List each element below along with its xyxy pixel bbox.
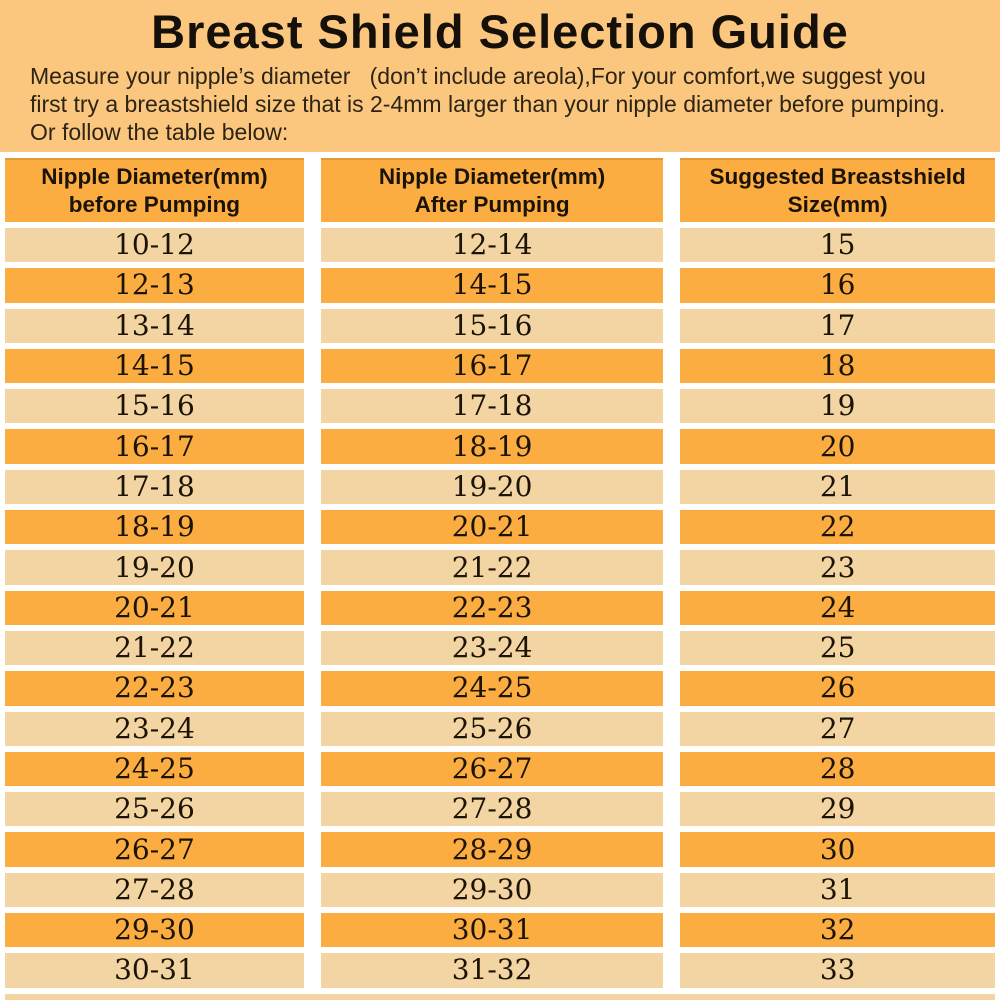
table-cell: 31-32	[320, 953, 664, 988]
table-cell: 25	[680, 630, 995, 666]
table-cell: 26-27	[5, 832, 304, 867]
column-header-before-pumping: Nipple Diameter(mm) before Pumping	[5, 158, 304, 222]
table-cell: 24-25	[5, 751, 304, 787]
table-cell: 33	[680, 953, 995, 988]
table-cell: 30	[680, 832, 995, 867]
table-cell: 15-16	[5, 389, 304, 424]
table-cell: 27-28	[5, 872, 304, 908]
column-header-after-pumping: Nipple Diameter(mm) After Pumping	[320, 158, 664, 222]
table-cell: 30-31	[320, 913, 664, 948]
table-cell: 29	[680, 792, 995, 827]
table-cell: 21	[680, 469, 995, 505]
table-cell: 28	[680, 751, 995, 787]
table-cell: 26	[680, 671, 995, 706]
table-cell: 16-17	[320, 348, 664, 384]
table-cell: 25-26	[320, 711, 664, 746]
size-table-grid: Nipple Diameter(mm) before Pumping Nippl…	[5, 158, 995, 988]
table-cell: 16-17	[5, 429, 304, 464]
table-cell: 19-20	[320, 469, 664, 505]
table-cell: 10-12	[5, 228, 304, 263]
table-cell: 18-19	[5, 510, 304, 545]
intro-text: Measure your nipple’s diameter (don’t in…	[30, 63, 946, 145]
column-header-line: Nipple Diameter(mm)	[41, 164, 268, 189]
table-cell: 31	[680, 872, 995, 908]
table-cell: 24	[680, 590, 995, 625]
table-cell: 23	[680, 550, 995, 585]
table-cell: 12-13	[5, 268, 304, 303]
table-cell: 15-16	[320, 308, 664, 343]
table-cell: 30-31	[5, 953, 304, 988]
table-cell: 27	[680, 711, 995, 746]
table-cell: 17-18	[5, 469, 304, 505]
table-cell: 17	[680, 308, 995, 343]
table-cell: 22-23	[320, 590, 664, 625]
table-cell: 22-23	[5, 671, 304, 706]
table-cell: 21-22	[320, 550, 664, 585]
page-title: Breast Shield Selection Guide	[151, 5, 849, 58]
column-header-line: before Pumping	[68, 192, 241, 217]
table-cell: 29-30	[5, 913, 304, 948]
table-cell: 23-24	[320, 630, 664, 666]
table-cell: 20-21	[320, 510, 664, 545]
table-cell: 28-29	[320, 832, 664, 867]
column-header-line: Size(mm)	[787, 192, 888, 217]
table-cell: 16	[680, 268, 995, 303]
table-cell: 17-18	[320, 389, 664, 424]
table-cell: 21-22	[5, 630, 304, 666]
table-cell: 18	[680, 348, 995, 384]
table-cell: 25-26	[5, 792, 304, 827]
table-cell: 32	[680, 913, 995, 948]
table-cell: 14-15	[5, 348, 304, 384]
table-cell: 29-30	[320, 872, 664, 908]
table-cell: 27-28	[320, 792, 664, 827]
table-cell: 19	[680, 389, 995, 424]
size-table: Nipple Diameter(mm) before Pumping Nippl…	[0, 152, 1000, 1000]
table-cell: 20	[680, 429, 995, 464]
column-header-line: After Pumping	[414, 192, 570, 217]
table-cell: 13-14	[5, 308, 304, 343]
column-header-suggested-size: Suggested Breastshield Size(mm)	[680, 158, 995, 222]
table-cell: 19-20	[5, 550, 304, 585]
cutoff-row-sliver	[5, 993, 995, 1000]
column-header-line: Nipple Diameter(mm)	[378, 164, 606, 189]
table-cell: 22	[680, 510, 995, 545]
column-header-line: Suggested Breastshield	[709, 164, 966, 189]
table-cell: 20-21	[5, 590, 304, 625]
table-cell: 18-19	[320, 429, 664, 464]
table-cell: 26-27	[320, 751, 664, 787]
table-cell: 24-25	[320, 671, 664, 706]
table-cell: 14-15	[320, 268, 664, 303]
table-cell: 23-24	[5, 711, 304, 746]
table-cell: 15	[680, 228, 995, 263]
table-cell: 12-14	[320, 228, 664, 263]
